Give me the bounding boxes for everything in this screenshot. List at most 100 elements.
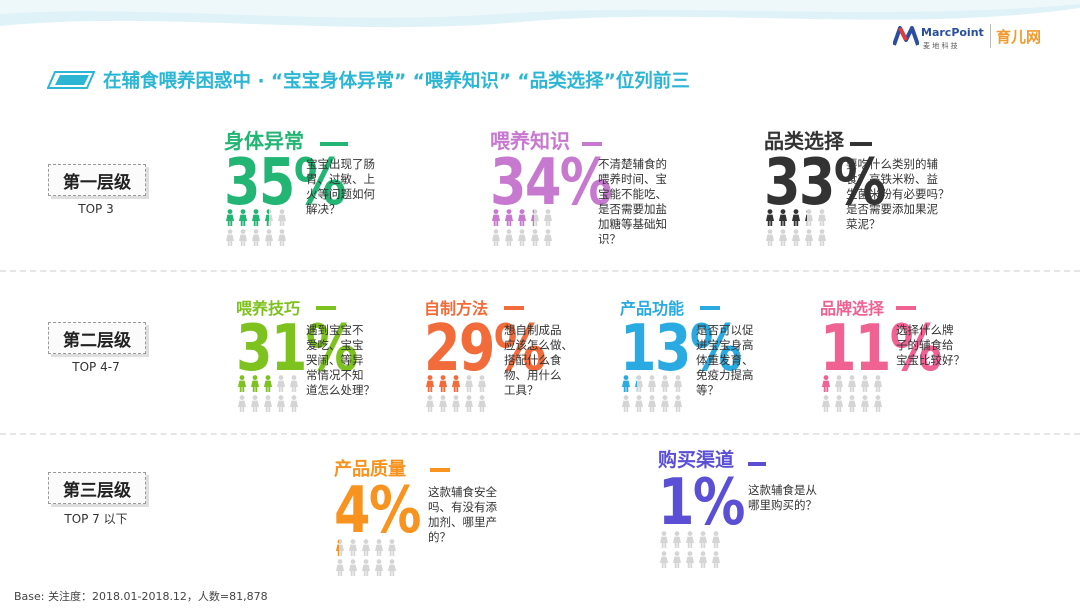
page-title: 在辅食喂养困惑中 · “宝宝身体异常” “喂养知识” “品类选择”位列前三: [103, 71, 690, 92]
category-title: 喂养技巧: [236, 299, 301, 318]
marcpoint-logo: MarcPoint 麦 地 科 技: [893, 20, 987, 52]
person-icon-filled: [252, 209, 260, 226]
description-line: 等？: [696, 383, 719, 397]
person-icon: [779, 229, 787, 246]
person-icon: [290, 395, 298, 412]
category-title-bar: [504, 306, 524, 310]
pictogram-svg: [822, 375, 882, 412]
person-icon: [874, 395, 882, 412]
category-description: 宝宝出现了肠 胃、过敏、上 火等问题如何 解决？: [306, 157, 375, 217]
person-icon: [375, 539, 383, 556]
description-line: 应该怎么做、: [504, 338, 573, 352]
person-icon: [673, 551, 681, 568]
category-title: 品类选择: [764, 129, 844, 153]
percent-value: 11%: [820, 312, 942, 386]
person-icon: [661, 375, 669, 392]
person-icon: [660, 551, 668, 568]
description-line: 遇到宝宝不: [306, 323, 364, 337]
person-icon: [531, 229, 539, 246]
percent-value: 35%: [224, 146, 346, 220]
person-icon: [505, 229, 513, 246]
person-icon: [362, 539, 370, 556]
category-block-品类选择: 品类选择 33% 要吃什么类别的辅 食？高铁米粉、益 生菌米粉有必要吗？ 是否需要添加果泥…: [764, 125, 1034, 255]
person-icon-filled: [336, 539, 339, 556]
category-description: 这款辅食安全 吗、有没有添 加剂、哪里产 的？: [428, 485, 497, 545]
description-line: 是否可以促: [696, 323, 754, 337]
person-icon-filled: [439, 375, 447, 392]
description-line: 菜泥？: [846, 217, 881, 231]
description-line: 物、用什么: [504, 368, 562, 382]
category-description: 不清楚辅食的 喂养时间、宝 宝能不能吃、 是否需要加盐 加糖等基础知 识？: [598, 157, 667, 247]
category-title: 喂养知识: [490, 129, 570, 153]
percent-value: 13%: [620, 312, 742, 386]
percent-value: 29%: [424, 312, 546, 386]
person-icon-filled: [518, 209, 526, 226]
person-icon: [375, 559, 383, 576]
pictogram-svg: [766, 209, 826, 246]
person-icon-filled: [779, 209, 787, 226]
percent-value: 33%: [764, 146, 886, 220]
person-icon: [874, 375, 882, 392]
description-line: 这款辅食是从: [748, 483, 817, 497]
person-icon: [622, 395, 630, 412]
category-description: 遇到宝宝不 爱吃、宝宝 哭闹、等异 常情况不知 道怎么处理？: [306, 323, 375, 398]
tier-3-sub: TOP 7 以下: [64, 512, 128, 526]
category-block-身体异常: 身体异常 35% 宝宝出现了肠 胃、过敏、上 火等问题如何 解决？: [224, 125, 414, 255]
description-line: 胃、过敏、上: [306, 172, 375, 186]
pictogram-svg: [426, 375, 486, 412]
category-block-品牌选择: 品牌选择 11% 选择什么牌 子的辅食给 宝宝比较好？: [820, 295, 1010, 425]
person-icon: [818, 209, 826, 226]
category-block-产品功能: 产品功能 13% 是否可以促 进宝宝身高 体重发育、 免疫力提高 等？: [620, 295, 800, 425]
description-line: 子的辅食给: [896, 338, 954, 352]
tier-1-sub: TOP 3: [78, 202, 114, 216]
description-line: 道怎么处理？: [306, 383, 375, 397]
category-title-bar: [320, 142, 348, 146]
person-icon: [238, 395, 246, 412]
person-pictogram: [658, 531, 724, 569]
description-line: 免疫力提高: [696, 368, 754, 382]
person-icon-filled: [226, 209, 234, 226]
page-title-row: 在辅食喂养困惑中 · “宝宝身体异常” “喂养知识” “品类选择”位列前三: [47, 66, 690, 94]
person-pictogram: [224, 209, 290, 247]
category-title: 自制方法: [424, 299, 489, 318]
description-line: 的？: [428, 530, 451, 544]
person-icon: [861, 395, 869, 412]
person-icon: [492, 229, 500, 246]
person-icon-filled: [792, 209, 800, 226]
percent-value: 1%: [658, 466, 745, 540]
yuer-logo: 育儿网: [996, 20, 1072, 52]
person-icon-filled: [265, 209, 269, 226]
person-icon: [478, 395, 486, 412]
category-title-bar: [430, 468, 450, 472]
person-icon: [648, 395, 656, 412]
person-icon-filled: [251, 375, 259, 392]
person-icon: [712, 551, 720, 568]
tier-2-sub: TOP 4-7: [72, 360, 120, 374]
logo-divider: [990, 24, 991, 48]
description-line: 选择什么牌: [896, 323, 954, 337]
category-description: 这款辅食是从 哪里购买的？: [748, 483, 817, 513]
person-icon-filled: [622, 375, 630, 392]
category-block-自制方法: 自制方法 29% 想自制成品 应该怎么做、 搭配什么食 物、用什么 工具？: [424, 295, 604, 425]
description-line: 不清楚辅食的: [598, 157, 667, 171]
person-icon: [349, 539, 357, 556]
person-icon: [848, 395, 856, 412]
pictogram-svg: [660, 531, 720, 568]
category-title-bar: [850, 142, 872, 146]
person-icon: [265, 229, 273, 246]
person-pictogram: [236, 375, 302, 413]
percent-value: 31%: [236, 312, 358, 386]
person-icon: [349, 559, 357, 576]
person-icon: [861, 375, 869, 392]
pictogram-svg: [492, 209, 552, 246]
category-description: 选择什么牌 子的辅食给 宝宝比较好？: [896, 323, 965, 368]
person-icon-filled: [805, 210, 807, 226]
category-title: 产品功能: [620, 299, 685, 318]
category-title-bar: [896, 306, 916, 310]
person-icon-filled: [238, 375, 246, 392]
person-pictogram: [424, 375, 490, 413]
person-icon-filled: [426, 375, 434, 392]
person-icon: [465, 375, 473, 392]
category-title: 品牌选择: [820, 299, 885, 318]
person-icon-filled: [239, 209, 247, 226]
